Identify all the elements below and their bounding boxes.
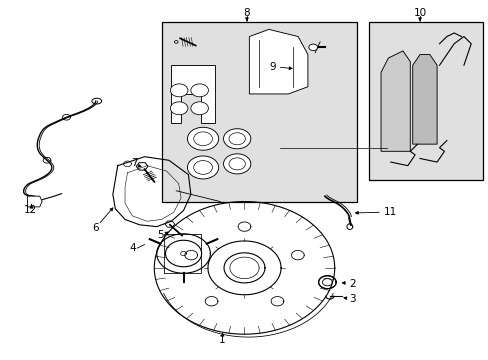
Circle shape bbox=[193, 132, 212, 146]
Text: 4: 4 bbox=[129, 243, 135, 253]
Circle shape bbox=[193, 161, 212, 174]
Text: 9: 9 bbox=[269, 62, 276, 72]
Text: 1: 1 bbox=[219, 335, 225, 345]
Polygon shape bbox=[136, 163, 148, 170]
Text: 8: 8 bbox=[243, 8, 250, 18]
Bar bbox=[161, 22, 356, 202]
Polygon shape bbox=[164, 221, 174, 227]
Circle shape bbox=[184, 251, 197, 260]
Polygon shape bbox=[171, 65, 215, 123]
Circle shape bbox=[270, 297, 283, 306]
Circle shape bbox=[228, 158, 245, 170]
Polygon shape bbox=[412, 54, 436, 144]
Circle shape bbox=[205, 297, 218, 306]
Circle shape bbox=[238, 222, 250, 231]
Polygon shape bbox=[380, 51, 409, 151]
Circle shape bbox=[190, 84, 208, 97]
Circle shape bbox=[187, 127, 218, 150]
Circle shape bbox=[223, 154, 250, 174]
Circle shape bbox=[291, 251, 304, 260]
Circle shape bbox=[187, 156, 218, 179]
Circle shape bbox=[223, 129, 250, 149]
Circle shape bbox=[170, 102, 187, 115]
Polygon shape bbox=[249, 30, 307, 94]
Polygon shape bbox=[174, 41, 178, 43]
Text: 12: 12 bbox=[24, 206, 38, 216]
Circle shape bbox=[170, 84, 187, 97]
Polygon shape bbox=[27, 196, 42, 207]
Text: 5: 5 bbox=[157, 230, 163, 239]
Text: 3: 3 bbox=[348, 294, 355, 304]
Circle shape bbox=[228, 133, 245, 145]
Polygon shape bbox=[318, 276, 335, 289]
Text: 2: 2 bbox=[348, 279, 355, 289]
Text: 7: 7 bbox=[131, 158, 138, 168]
Text: 6: 6 bbox=[92, 224, 99, 233]
Circle shape bbox=[190, 102, 208, 115]
Text: 11: 11 bbox=[383, 207, 396, 217]
Circle shape bbox=[308, 44, 317, 50]
Text: 10: 10 bbox=[413, 8, 426, 18]
Bar bbox=[368, 22, 483, 180]
